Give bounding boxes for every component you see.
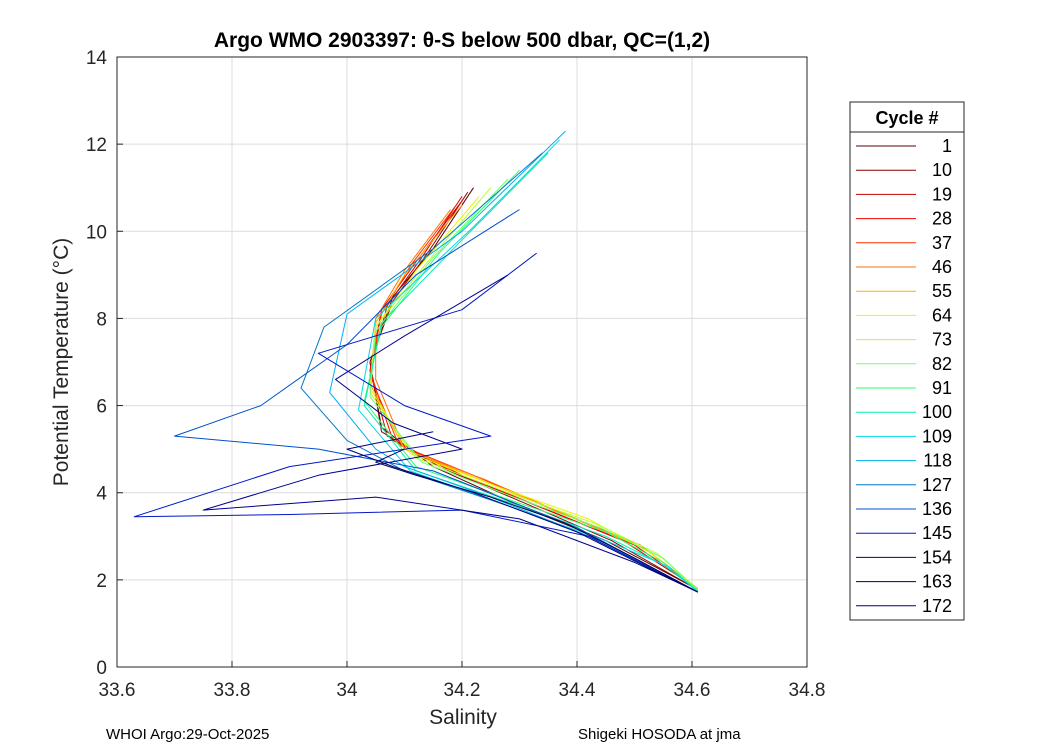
y-tick-label: 4 [96,484,107,505]
x-tick-label: 33.8 [214,680,251,701]
legend-label: 145 [922,523,952,543]
legend-label: 136 [922,499,952,519]
series-line-154 [202,274,699,593]
x-axis-label: Salinity [429,706,497,729]
y-tick-label: 6 [96,397,107,418]
y-tick-label: 8 [96,309,107,330]
y-tick-label: 14 [86,48,108,69]
series-line-136 [174,209,699,593]
chart-title: Argo WMO 2903397: θ-S below 500 dbar, QC… [214,29,710,52]
x-tick-label: 33.6 [99,680,136,701]
legend-label: 100 [922,402,952,422]
legend-label: 37 [932,233,952,253]
legend-label: 28 [932,209,952,229]
y-tick-label: 0 [96,658,107,679]
y-axis-label: Potential Temperature (°C) [50,238,73,486]
legend-label: 46 [932,257,952,277]
footer-author: Shigeki HOSODA at jma [578,726,741,743]
series-line-172 [346,431,699,593]
x-axis-ticks: 33.6 33.8 34 34.2 34.4 34.6 34.8 [99,661,826,701]
legend-label: 64 [932,305,952,325]
legend-label: 55 [932,281,952,301]
legend-label: 127 [922,475,952,495]
legend-title: Cycle # [875,108,938,128]
series-line-163 [375,448,699,593]
legend-label: 19 [932,184,952,204]
y-tick-label: 10 [86,222,107,243]
plot-area [133,130,699,593]
legend-label: 109 [922,426,952,446]
legend-label: 1 [942,136,952,156]
y-axis-ticks: 0 2 4 6 8 10 12 14 [86,48,123,679]
legend-label: 154 [922,547,952,567]
legend-label: 91 [932,378,952,398]
x-tick-label: 34.6 [674,680,711,701]
x-tick-label: 34 [336,680,358,701]
legend-label: 82 [932,354,952,374]
series-line-109 [358,139,699,593]
series-line-118 [329,130,699,593]
y-tick-label: 12 [86,135,107,156]
x-tick-label: 34.8 [789,680,826,701]
legend-label: 172 [922,596,952,616]
x-tick-label: 34.2 [444,680,481,701]
y-tick-label: 2 [96,571,107,592]
footer-source: WHOI Argo:29-Oct-2025 [106,726,270,743]
legend: Cycle # 1 10 19 28 37 46 55 64 73 82 91 100 109 118 12… [849,101,965,621]
legend-items: 1 10 19 28 37 46 55 64 73 82 91 100 109 118 127 136 145 1… [856,136,952,616]
x-tick-label: 34.4 [559,680,596,701]
legend-label: 118 [923,451,952,471]
series-line-28 [369,200,699,590]
legend-label: 163 [922,572,952,592]
series-line-145 [133,252,699,593]
legend-label: 10 [932,160,952,180]
legend-label: 73 [932,330,952,350]
